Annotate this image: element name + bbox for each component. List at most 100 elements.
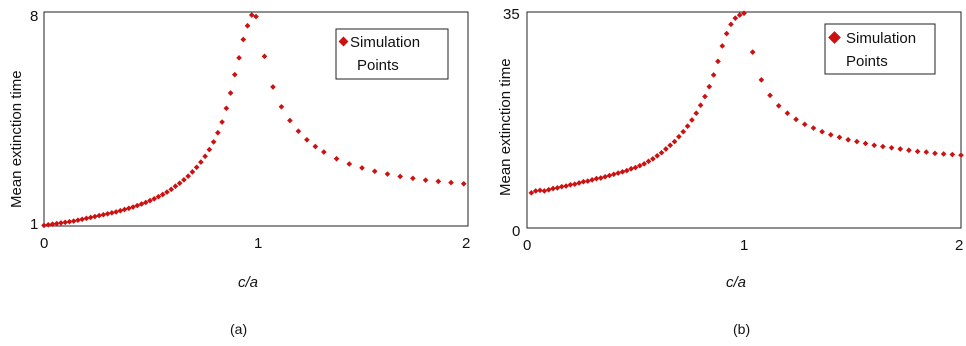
data-point-a-56 — [304, 136, 310, 143]
data-point-a-14 — [100, 211, 107, 218]
data-point-b-58 — [819, 128, 825, 135]
x-tick-label-a-2: 2 — [462, 235, 470, 252]
data-point-b-32 — [667, 142, 674, 149]
data-point-a-9 — [79, 216, 85, 223]
data-point-a-66 — [422, 177, 429, 183]
data-point-b-18 — [606, 172, 613, 179]
data-point-a-28 — [159, 191, 166, 198]
legend-label-a-line2: Points — [357, 57, 399, 74]
data-point-b-28 — [650, 156, 656, 162]
data-point-b-43 — [715, 58, 721, 65]
data-point-b-59 — [827, 131, 834, 138]
y-tick-label-b-bottom: 0 — [512, 223, 520, 240]
data-point-a-31 — [172, 183, 179, 190]
data-point-b-16 — [597, 175, 604, 181]
data-point-b-45 — [723, 30, 730, 37]
data-point-a-19 — [121, 206, 128, 213]
data-point-a-13 — [96, 212, 102, 219]
data-point-a-32 — [176, 180, 183, 187]
data-point-a-44 — [227, 90, 234, 96]
data-point-b-8 — [563, 183, 569, 189]
data-points-b — [528, 10, 964, 196]
x-tick-label-b-0: 0 — [523, 237, 531, 254]
y-tick-label-a-top: 8 — [30, 8, 38, 25]
data-point-a-8 — [75, 217, 81, 224]
data-point-a-58 — [321, 149, 327, 155]
data-point-a-57 — [312, 143, 319, 150]
data-point-a-52 — [270, 84, 276, 90]
data-point-b-46 — [728, 21, 734, 28]
data-point-a-61 — [359, 165, 365, 171]
y-axis-label-b: Mean extinction time — [497, 58, 514, 196]
data-point-b-57 — [810, 125, 817, 131]
data-point-b-54 — [784, 110, 791, 117]
data-point-a-60 — [346, 161, 353, 167]
data-point-b-62 — [854, 138, 860, 145]
data-point-a-55 — [295, 128, 302, 135]
data-point-b-33 — [671, 138, 678, 145]
legend-box-a — [335, 28, 449, 80]
data-point-a-6 — [66, 218, 73, 225]
data-point-b-40 — [702, 93, 708, 100]
data-point-b-23 — [628, 165, 634, 172]
data-point-b-71 — [932, 150, 938, 157]
data-point-b-21 — [619, 169, 626, 175]
data-point-a-64 — [397, 173, 403, 180]
data-point-a-47 — [240, 36, 247, 43]
data-point-b-65 — [880, 143, 886, 150]
x-tick-label-a-0: 0 — [40, 235, 48, 252]
data-point-a-18 — [117, 207, 124, 214]
data-point-b-67 — [897, 146, 904, 152]
data-point-a-45 — [231, 71, 238, 78]
data-point-a-12 — [92, 213, 98, 220]
data-point-b-55 — [793, 116, 799, 123]
chart-panel-b: 35 0 0 1 2 Mean extinction time c/a Simu… — [497, 6, 964, 337]
data-point-a-41 — [215, 129, 221, 136]
data-point-b-27 — [645, 158, 652, 165]
data-point-b-26 — [641, 160, 648, 167]
data-point-a-10 — [83, 215, 90, 222]
data-point-b-49 — [741, 10, 747, 17]
data-point-b-69 — [914, 148, 921, 155]
data-point-b-30 — [658, 149, 665, 156]
data-point-b-61 — [845, 136, 851, 143]
data-point-b-52 — [767, 92, 773, 99]
data-point-a-46 — [236, 55, 242, 61]
data-point-b-37 — [689, 117, 695, 123]
data-point-b-47 — [732, 15, 739, 21]
data-point-b-1 — [532, 188, 539, 194]
data-point-b-53 — [775, 102, 782, 109]
data-point-a-51 — [261, 53, 268, 60]
data-point-a-1 — [45, 221, 52, 228]
data-point-b-6 — [554, 185, 561, 191]
data-point-b-68 — [906, 147, 912, 154]
data-point-b-7 — [558, 183, 565, 190]
data-point-a-7 — [70, 218, 77, 224]
data-point-a-11 — [87, 214, 94, 221]
panel-caption-b: (b) — [733, 321, 750, 337]
data-point-a-36 — [193, 164, 200, 171]
data-point-b-0 — [528, 189, 535, 196]
data-point-a-23 — [138, 201, 145, 207]
x-tick-label-a-1: 1 — [254, 235, 262, 252]
data-point-a-68 — [448, 179, 454, 186]
data-point-b-17 — [602, 173, 608, 180]
data-point-b-70 — [923, 149, 930, 155]
data-point-a-17 — [113, 209, 119, 215]
legend-label-b-line1: Simulation — [846, 30, 916, 47]
legend-a: Simulation Points — [335, 28, 449, 80]
x-axis-label-a: c/a — [238, 274, 258, 291]
data-point-a-25 — [147, 197, 153, 204]
x-tick-label-b-1: 1 — [740, 237, 748, 254]
data-point-a-48 — [244, 22, 251, 29]
data-point-a-53 — [278, 103, 285, 110]
data-point-b-34 — [676, 133, 682, 140]
data-point-a-34 — [185, 173, 191, 179]
data-point-a-59 — [333, 155, 340, 162]
data-point-b-20 — [615, 170, 621, 176]
panel-caption-a: (a) — [230, 321, 247, 337]
data-point-b-74 — [958, 152, 964, 159]
data-point-b-4 — [545, 186, 552, 193]
data-point-b-5 — [550, 185, 556, 192]
